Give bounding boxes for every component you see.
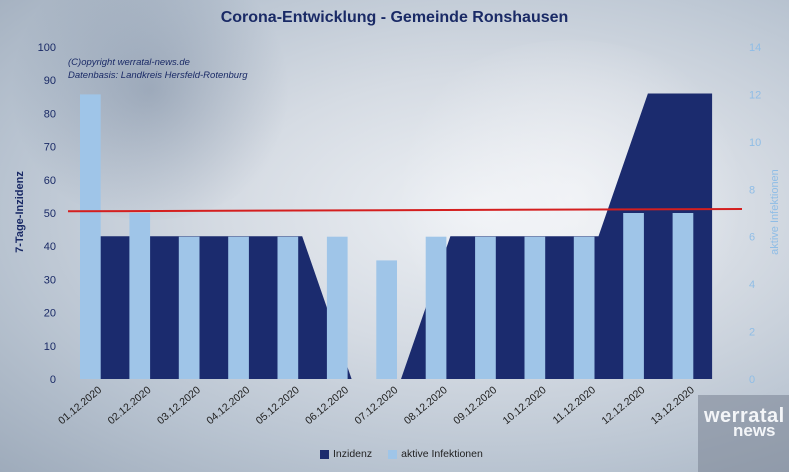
left-axis-tick-label: 40 <box>44 241 56 253</box>
legend-swatch-aktive <box>388 449 398 459</box>
aktive-infektionen-bar <box>623 213 644 379</box>
left-axis-tick-label: 10 <box>44 341 56 353</box>
aktive-infektionen-bar <box>228 236 249 379</box>
left-axis-label: 7-Tage-Inzidenz <box>14 171 26 253</box>
legend-item-inzidenz: Inzidenz <box>320 448 372 460</box>
aktive-infektionen-bar <box>475 236 496 379</box>
aktive-infektionen-bar <box>672 213 694 379</box>
left-axis-tick-label: 90 <box>44 75 56 87</box>
left-axis-tick-label: 50 <box>44 208 56 220</box>
brand-logo-text: news <box>733 421 776 440</box>
brand-logo <box>698 395 789 472</box>
aktive-infektionen-bar <box>326 236 348 379</box>
right-axis-tick-label: 8 <box>749 184 755 196</box>
x-axis-tick-label: 02.12.2020 <box>106 384 154 427</box>
x-axis-tick-label: 04.12.2020 <box>204 384 252 427</box>
left-axis-tick-label: 60 <box>44 175 56 187</box>
legend-label-aktive: aktive Infektionen <box>401 448 483 460</box>
left-axis-tick-label: 100 <box>38 42 56 54</box>
legend: Inzidenz aktive Infektionen <box>320 448 483 460</box>
x-axis-tick-label: 09.12.2020 <box>451 384 499 427</box>
left-axis-tick-label: 20 <box>44 308 56 320</box>
threshold-line <box>67 208 743 213</box>
x-axis-tick-label: 10.12.2020 <box>501 384 549 427</box>
right-axis-tick-label: 10 <box>749 137 761 149</box>
aktive-infektionen-bar <box>524 236 546 379</box>
right-axis-tick-label: 6 <box>749 232 755 244</box>
aktive-infektionen-bar <box>573 236 595 379</box>
x-axis-tick-label: 03.12.2020 <box>155 384 203 427</box>
left-axis-tick-label: 80 <box>44 108 56 120</box>
aktive-infektionen-bar <box>376 260 397 379</box>
inzidenz-area <box>99 93 713 379</box>
aktive-infektionen-bar <box>425 236 447 379</box>
right-axis-tick-label: 4 <box>749 279 755 291</box>
legend-swatch-inzidenz <box>320 449 329 459</box>
legend-label-inzidenz: Inzidenz <box>333 448 373 460</box>
chart-title: Corona-Entwicklung - Gemeinde Ronshausen <box>220 9 569 26</box>
left-axis-tick-label: 70 <box>44 142 56 154</box>
right-axis-label: aktive Infektionen <box>769 169 781 255</box>
aktive-infektionen-bar <box>80 94 101 380</box>
x-axis-tick-label: 07.12.2020 <box>352 384 400 427</box>
aktive-infektionen-bar <box>129 213 151 379</box>
brand-logo-text: werratal <box>704 405 785 427</box>
x-axis-tick-label: 11.12.2020 <box>551 384 598 427</box>
x-axis-tick-label: 05.12.2020 <box>254 384 302 427</box>
x-axis-tick-label: 08.12.2020 <box>402 384 450 427</box>
right-axis-tick-label: 2 <box>749 327 755 339</box>
left-axis-tick-label: 0 <box>50 374 56 386</box>
x-axis-tick-label: 01.12.2020 <box>56 384 104 427</box>
right-axis-tick-label: 0 <box>749 374 755 386</box>
aktive-infektionen-bar <box>277 236 299 379</box>
left-axis-tick-label: 30 <box>44 274 56 286</box>
background-blob <box>0 0 300 220</box>
data-source-text: Datenbasis: Landkreis Hersfeld-Rotenburg <box>68 70 248 81</box>
right-axis-tick-label: 12 <box>749 89 761 101</box>
x-axis-tick-label: 13.12.2020 <box>649 384 697 427</box>
aktive-infektionen-bar <box>178 236 200 379</box>
copyright-text: (C)opyright werratal-news.de <box>68 57 190 68</box>
x-axis-tick-label: 12.12.2020 <box>599 384 647 427</box>
legend-item-aktive: aktive Infektionen <box>388 448 483 460</box>
x-axis-tick-label: 06.12.2020 <box>303 384 351 427</box>
right-axis-tick-label: 14 <box>749 42 761 54</box>
